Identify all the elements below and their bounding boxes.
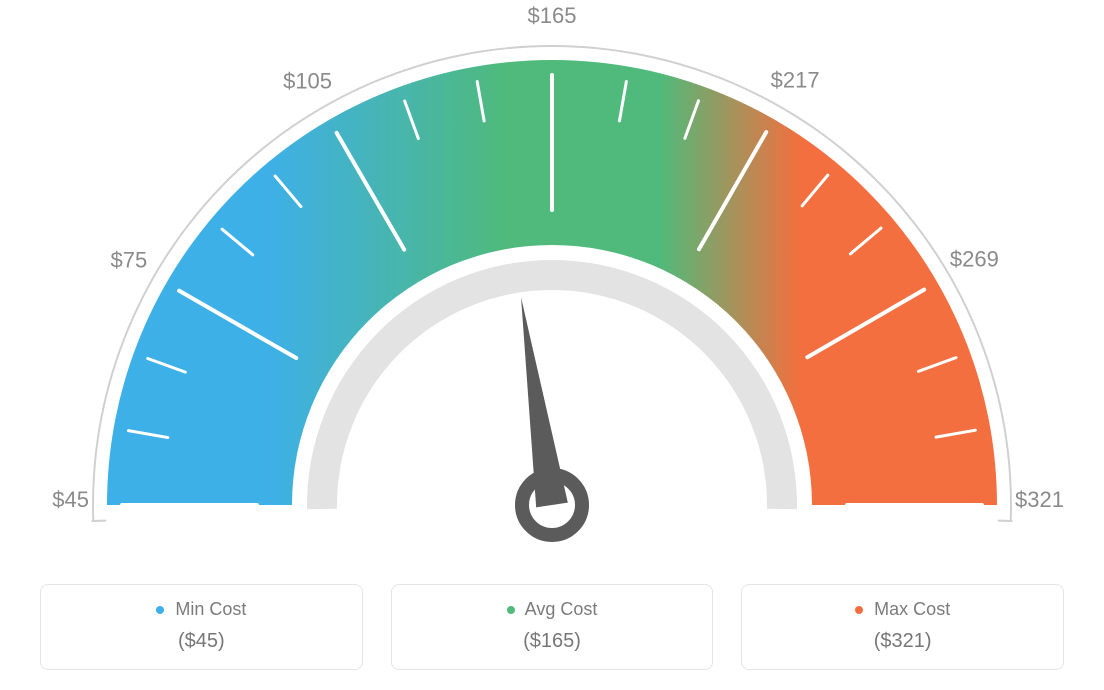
legend-max-title: Max Cost bbox=[752, 599, 1053, 620]
legend-max: Max Cost ($321) bbox=[741, 584, 1064, 670]
legend-avg: Avg Cost ($165) bbox=[391, 584, 714, 670]
legend-avg-value: ($165) bbox=[402, 630, 703, 653]
legend-avg-label: Avg Cost bbox=[525, 599, 598, 619]
gauge-svg: $45 $75 $105 $165 $217 $269 $321 bbox=[0, 0, 1104, 560]
gauge-tick-label: $165 bbox=[528, 3, 577, 28]
gauge-tick-label: $217 bbox=[771, 68, 820, 93]
legend-min-value: ($45) bbox=[51, 630, 352, 653]
legend-max-label: Max Cost bbox=[874, 599, 950, 619]
gauge-tick-label: $45 bbox=[52, 487, 89, 512]
legend-min: Min Cost ($45) bbox=[40, 584, 363, 670]
gauge-tick-label: $75 bbox=[111, 248, 148, 273]
dot-icon bbox=[855, 606, 863, 614]
gauge-tick-label: $321 bbox=[1015, 487, 1064, 512]
legend-min-title: Min Cost bbox=[51, 599, 352, 620]
dot-icon bbox=[156, 606, 164, 614]
legend-avg-title: Avg Cost bbox=[402, 599, 703, 620]
gauge-tick-label: $105 bbox=[283, 68, 332, 93]
legend-row: Min Cost ($45) Avg Cost ($165) Max Cost … bbox=[0, 584, 1104, 670]
gauge-chart: $45 $75 $105 $165 $217 $269 $321 bbox=[0, 0, 1104, 560]
dot-icon bbox=[507, 606, 515, 614]
gauge-tick-label: $269 bbox=[950, 246, 999, 271]
legend-max-value: ($321) bbox=[752, 630, 1053, 653]
legend-min-label: Min Cost bbox=[175, 599, 246, 619]
